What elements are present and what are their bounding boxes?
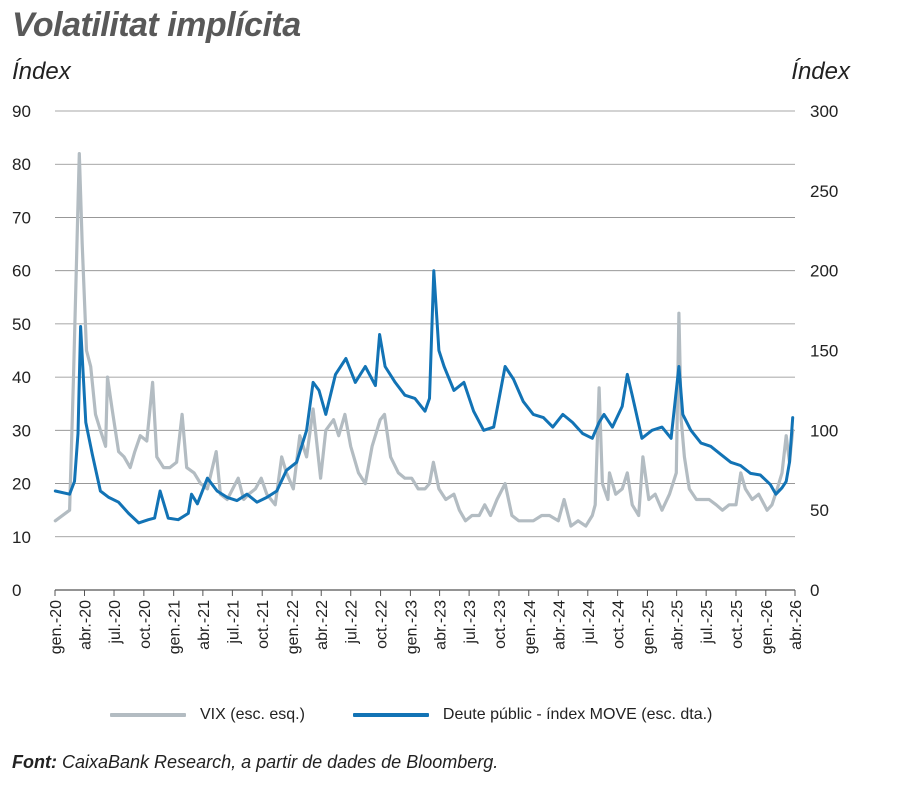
left-tick-label: 70 (12, 208, 31, 227)
x-tick-label: abr.-26 (788, 600, 805, 650)
right-axis-unit: Índex (791, 58, 850, 85)
x-tick-label: gen.-24 (522, 600, 539, 654)
legend-label-move: Deute públic - índex MOVE (esc. dta.) (442, 706, 713, 723)
x-tick-label: jul.-23 (462, 600, 479, 645)
legend-swatch-vix (110, 713, 186, 717)
left-tick-label: 20 (12, 475, 31, 494)
chart-plot: 0 10 20 30 40 50 60 70 80 90 0 50 100 150 200 250 300 g… (12, 102, 838, 654)
x-tick-label: abr.-22 (314, 600, 331, 650)
source-label: Font: (12, 752, 57, 772)
x-axis-ticks: gen.-20 abr.-20 jul.-20 oct.-20 gen.-21 abr.-… (48, 590, 805, 654)
x-tick-label: jul.-25 (699, 600, 716, 645)
left-axis-ticks: 0 10 20 30 40 50 60 70 80 90 (12, 102, 31, 600)
x-tick-label: gen.-25 (640, 600, 657, 654)
left-tick-label: 90 (12, 102, 31, 121)
x-tick-label: oct.-25 (729, 600, 746, 649)
source-note: Font: CaixaBank Research, a partir de da… (12, 752, 498, 773)
x-tick-label: jul.-21 (225, 600, 242, 645)
left-tick-label: 0 (12, 581, 21, 600)
x-tick-label: oct.-21 (255, 600, 272, 649)
x-tick-label: oct.-23 (492, 600, 509, 649)
left-tick-label: 40 (12, 368, 31, 387)
right-tick-label: 150 (810, 342, 838, 361)
left-tick-label: 50 (12, 315, 31, 334)
series-line-vix (53, 152, 795, 528)
right-tick-label: 200 (810, 262, 838, 281)
x-tick-label: gen.-26 (759, 600, 776, 654)
x-tick-label: abr.-20 (78, 600, 95, 650)
series-layer (53, 152, 795, 528)
right-axis-ticks: 0 50 100 150 200 250 300 (810, 102, 838, 600)
x-tick-label: gen.-20 (48, 600, 65, 654)
x-tick-label: oct.-20 (137, 600, 154, 649)
x-tick-label: oct.-24 (611, 600, 628, 649)
legend-item-vix: VIX (esc. esq.) (110, 706, 305, 724)
x-tick-label: abr.-24 (551, 600, 568, 650)
legend-label-vix: VIX (esc. esq.) (200, 706, 305, 723)
right-tick-label: 250 (810, 182, 838, 201)
source-text: CaixaBank Research, a partir de dades de… (62, 752, 499, 772)
legend-swatch-move (352, 713, 429, 717)
left-tick-label: 10 (12, 528, 31, 547)
x-tick-label: jul.-24 (581, 600, 598, 645)
left-tick-label: 60 (12, 262, 31, 281)
x-tick-label: abr.-25 (670, 600, 687, 650)
right-tick-label: 0 (810, 581, 819, 600)
left-tick-label: 80 (12, 155, 31, 174)
x-tick-label: gen.-22 (285, 600, 302, 654)
gridlines (55, 110, 795, 591)
left-axis-unit: Índex (12, 58, 71, 85)
x-tick-label: gen.-23 (403, 600, 420, 654)
x-tick-label: jul.-20 (107, 600, 124, 645)
legend-item-move: Deute públic - índex MOVE (esc. dta.) (352, 706, 713, 724)
right-tick-label: 100 (810, 421, 838, 440)
chart-title: Volatilitat implícita (12, 6, 301, 44)
legend: VIX (esc. esq.) Deute públic - índex MOV… (110, 706, 760, 724)
x-tick-label: oct.-22 (374, 600, 391, 649)
x-tick-label: gen.-21 (167, 600, 184, 654)
x-tick-label: abr.-23 (433, 600, 450, 650)
x-tick-label: abr.-21 (196, 600, 213, 650)
series-line-move (53, 269, 795, 525)
right-tick-label: 300 (810, 102, 838, 121)
x-tick-label: jul.-22 (344, 600, 361, 645)
left-tick-label: 30 (12, 421, 31, 440)
right-tick-label: 50 (810, 501, 829, 520)
